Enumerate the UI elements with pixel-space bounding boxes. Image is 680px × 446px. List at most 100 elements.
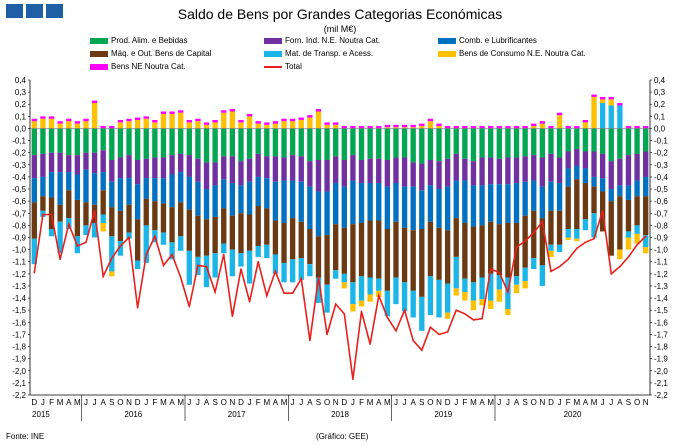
bar-segment <box>367 126 373 129</box>
total-point <box>610 273 613 275</box>
bar-segment <box>591 128 597 152</box>
bar-segment <box>419 229 425 297</box>
bar-segment <box>643 247 649 254</box>
month-label: M <box>263 398 270 407</box>
bar-segment <box>74 174 81 200</box>
bar-segment <box>350 224 356 283</box>
total-point <box>119 245 122 247</box>
month-label: A <box>583 398 589 407</box>
bar-segment <box>513 126 520 129</box>
month-label: N <box>539 398 545 407</box>
bar-segment <box>229 109 236 112</box>
bar-segment <box>427 159 434 186</box>
total-point <box>205 265 208 268</box>
bar-segment <box>134 184 141 220</box>
bar-segment <box>401 127 408 129</box>
bar-segment <box>281 128 287 158</box>
month-label: O <box>427 398 433 407</box>
month-label: J <box>291 398 295 407</box>
bar-segment <box>307 186 313 230</box>
bar-segment <box>436 161 442 190</box>
bar-segment <box>160 203 167 233</box>
year-label: 2018 <box>331 410 349 419</box>
bar-segment <box>393 221 399 278</box>
total-point <box>601 210 604 212</box>
bar-segment <box>341 186 347 228</box>
y-tick-label-left: -1,1 <box>12 258 26 267</box>
source-note: Fonte: INE <box>6 432 45 441</box>
bar-segment <box>617 105 623 129</box>
bar-segment <box>427 128 434 160</box>
total-line <box>33 210 647 380</box>
bar-segment <box>479 299 485 306</box>
legend-label: Bens NE Noutra Cat. <box>111 62 186 71</box>
year-label: 2015 <box>32 410 50 419</box>
month-label: F <box>49 398 54 407</box>
bar-segment <box>453 218 459 257</box>
legend-label: Mat. de Transp. e Acess. <box>285 49 374 58</box>
bar-segment <box>229 249 236 277</box>
bar-segment <box>169 113 175 129</box>
bar-segment <box>307 128 313 162</box>
bar-segment <box>169 111 175 114</box>
bar-segment <box>599 178 606 192</box>
bar-segment <box>83 169 89 203</box>
y-tick-label-left: -1,9 <box>12 355 26 364</box>
bar-segment <box>401 128 408 158</box>
total-point <box>76 245 79 247</box>
bar-segment <box>505 157 511 185</box>
y-tick-label-right: -1,1 <box>654 258 668 267</box>
bar-segment <box>548 210 554 245</box>
total-point <box>524 240 526 242</box>
bar-segment <box>264 124 270 129</box>
bar-segment <box>143 225 149 263</box>
bar-segment <box>625 185 632 200</box>
total-point <box>154 235 156 238</box>
bar-segment <box>358 126 365 129</box>
bar-segment <box>479 157 485 186</box>
bar-segment <box>212 185 218 217</box>
bar-segment <box>358 300 365 307</box>
bar-segment <box>410 124 416 128</box>
bar-segment <box>221 243 227 254</box>
total-point <box>343 313 346 315</box>
bar-segment <box>608 99 614 106</box>
bar-segment <box>384 159 391 187</box>
bar-segment <box>126 178 132 205</box>
bar-segment <box>160 232 167 245</box>
y-tick-label-right: -0,3 <box>654 161 668 170</box>
bar-segment <box>376 126 382 129</box>
bar-segment <box>255 176 261 206</box>
bar-segment <box>384 186 391 230</box>
bar-segment <box>298 156 304 182</box>
bar-segment <box>100 172 106 191</box>
bar-segment <box>548 250 554 257</box>
legend-label: Bens de Consumo N.E. Noutra Cat. <box>459 49 586 58</box>
bar-segment <box>462 278 468 293</box>
bar-segment <box>272 181 279 221</box>
bar-segment <box>350 304 356 312</box>
bar-segment <box>203 219 210 256</box>
total-point <box>584 241 587 244</box>
bar-segment <box>40 118 46 129</box>
bar-segment <box>152 178 158 202</box>
bar-segment <box>634 126 640 129</box>
bar-segment <box>376 278 382 291</box>
bar-segment <box>169 242 175 260</box>
total-point <box>257 260 259 263</box>
legend-item: Prod. Alim. e Bebidas <box>90 36 187 45</box>
legend-swatch <box>90 63 108 70</box>
total-point <box>429 326 432 328</box>
bar-segment <box>522 126 528 129</box>
bar-segment <box>522 181 528 216</box>
bar-segment <box>462 180 468 223</box>
bar-segment <box>358 222 365 277</box>
bar-segment <box>74 121 81 124</box>
bar-segment <box>203 162 210 190</box>
total-point <box>421 349 423 351</box>
bar-segment <box>625 237 632 250</box>
bar-segment <box>178 128 184 154</box>
total-point <box>369 343 371 345</box>
bar-segment <box>625 126 632 129</box>
legend-item: Bens NE Noutra Cat. <box>90 62 186 71</box>
